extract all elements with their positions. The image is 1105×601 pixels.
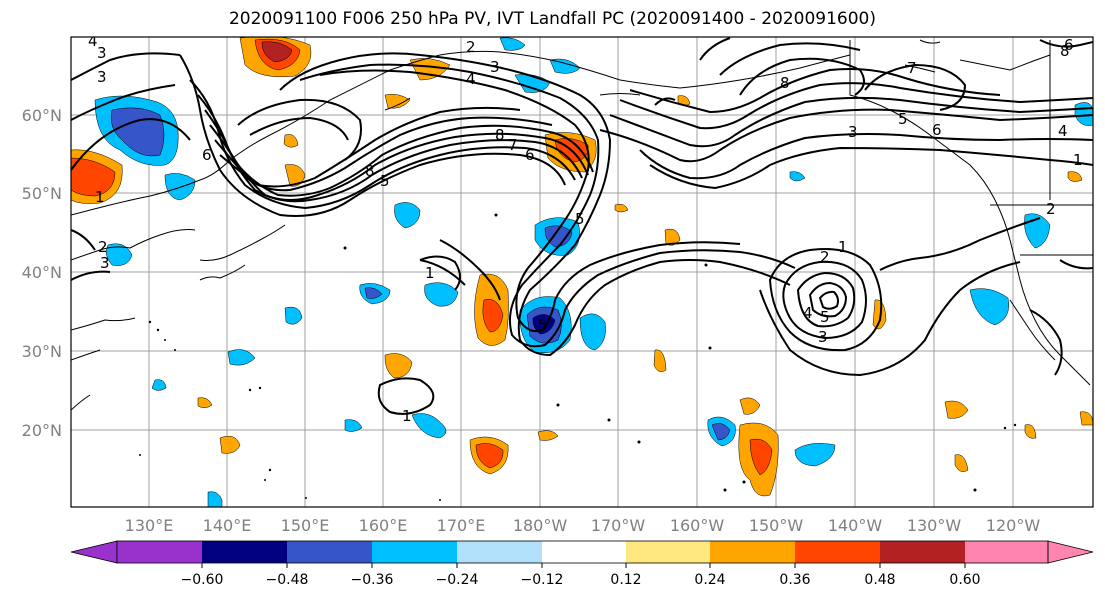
lon-label: 150°E — [281, 516, 330, 535]
colorbar-bin — [965, 541, 1048, 563]
contour-label: 6 — [525, 146, 535, 164]
contour-label: 1 — [1073, 151, 1083, 169]
colorbar-tick-label: −0.12 — [521, 572, 564, 588]
contour-label: 6 — [932, 121, 942, 139]
contour-label: 8 — [495, 126, 505, 144]
contour-label: 5 — [575, 210, 585, 228]
colorbar-bin — [626, 541, 710, 563]
lat-label: 60°N — [22, 106, 62, 125]
colorbar-tick-label: 0.12 — [610, 572, 641, 588]
lon-label: 180°W — [513, 516, 568, 535]
colorbar-extend-high — [1047, 540, 1094, 564]
longitude-labels: 130°E 140°E 150°E 160°E 170°E 180°W 170°… — [125, 516, 1041, 535]
colorbar-tick-label: 0.24 — [694, 572, 725, 588]
contour-label: 5 — [820, 308, 830, 326]
colorbar-tick-label: −0.48 — [266, 572, 309, 588]
colorbar-bin — [117, 541, 202, 563]
colorbar-tick-label: −0.24 — [436, 572, 479, 588]
contour-label: 7 — [508, 136, 518, 154]
colorbar-tick-label: 0.60 — [949, 572, 980, 588]
contour-label: 3 — [97, 44, 107, 62]
contour-label: 5 — [538, 316, 548, 334]
map-border — [70, 36, 1094, 508]
contour-label: 4 — [466, 70, 476, 88]
lat-label: 50°N — [22, 184, 62, 203]
contour-label: 3 — [818, 328, 828, 346]
contour-label: 4 — [1058, 122, 1068, 140]
ivt-contours — [71, 37, 1093, 415]
colorbar-bin — [542, 541, 626, 563]
contour-label: 2 — [466, 38, 476, 56]
contour-label: 8 — [1060, 42, 1070, 60]
colorbar-extend-low — [70, 540, 118, 564]
lat-label: 40°N — [22, 263, 62, 282]
colorbar-bin — [457, 541, 542, 563]
contour-label: 8 — [780, 74, 790, 92]
contour-label: 6 — [1064, 36, 1074, 54]
pv-shading — [71, 37, 1093, 507]
contour-label: 8 — [365, 162, 375, 180]
gridlines — [71, 37, 1093, 507]
contour-label: 1 — [95, 188, 105, 206]
contour-label: 6 — [202, 146, 212, 164]
contour-label: 1 — [838, 238, 848, 256]
contour-labels: 4 3 2 3 3 4 1 8 7 6 8 5 5 6 8 5 7 6 3 8 … — [88, 32, 1083, 425]
colorbar-bin — [795, 541, 880, 563]
colorbar-bin — [287, 541, 372, 563]
colorbar-bin — [880, 541, 965, 563]
contour-label: 5 — [380, 172, 390, 190]
contour-label: 3 — [848, 123, 858, 141]
map-title: 2020091100 F006 250 hPa PV, IVT Landfall… — [228, 9, 876, 29]
map-content: 4 3 2 3 3 4 1 8 7 6 8 5 5 6 8 5 7 6 3 8 … — [71, 32, 1093, 507]
lat-label: 30°N — [22, 342, 62, 361]
lon-label: 120°W — [986, 516, 1041, 535]
lon-label: 160°E — [359, 516, 408, 535]
contour-label: 3 — [100, 254, 110, 272]
lon-label: 140°W — [828, 516, 883, 535]
coastlines — [71, 39, 1093, 411]
lon-label: 140°E — [203, 516, 252, 535]
lon-label: 160°W — [670, 516, 725, 535]
contour-label: 4 — [88, 32, 98, 50]
colorbar-tick-label: −0.36 — [351, 572, 394, 588]
latitude-labels: 60°N 50°N 40°N 30°N 20°N — [22, 106, 62, 440]
colorbar-tick-label: −0.60 — [181, 572, 224, 588]
colorbar-tick-label: 0.36 — [779, 572, 810, 588]
contour-label: 2 — [1046, 200, 1056, 218]
colorbar-tick-label: 0.48 — [864, 572, 895, 588]
contour-label: 5 — [898, 110, 908, 128]
contour-label: 7 — [907, 59, 917, 77]
contour-label: 2 — [98, 238, 108, 256]
lat-label: 20°N — [22, 421, 62, 440]
colorbar-bin — [372, 541, 457, 563]
colorbar-bin — [202, 541, 287, 563]
contour-label: 2 — [820, 248, 830, 266]
lon-label: 130°E — [125, 516, 174, 535]
lon-label: 150°W — [749, 516, 804, 535]
islands — [139, 213, 1017, 501]
lon-label: 170°E — [437, 516, 486, 535]
colorbar: −0.60 −0.48 −0.36 −0.24 −0.12 0.12 0.24 … — [70, 540, 1094, 588]
contour-label: 1 — [402, 407, 412, 425]
lon-label: 170°W — [591, 516, 646, 535]
contour-label: 3 — [490, 58, 500, 76]
contour-label: 1 — [425, 264, 435, 282]
lon-label: 130°W — [907, 516, 962, 535]
contour-label: 3 — [97, 68, 107, 86]
colorbar-bin — [710, 541, 795, 563]
contour-label: 4 — [803, 304, 813, 322]
